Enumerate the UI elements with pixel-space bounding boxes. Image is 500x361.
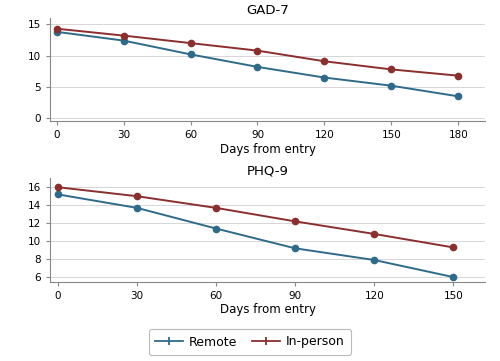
Legend: Remote, In-person: Remote, In-person	[149, 329, 351, 355]
X-axis label: Days from entry: Days from entry	[220, 143, 316, 156]
Title: PHQ-9: PHQ-9	[246, 164, 288, 177]
X-axis label: Days from entry: Days from entry	[220, 303, 316, 316]
Title: GAD-7: GAD-7	[246, 4, 289, 17]
